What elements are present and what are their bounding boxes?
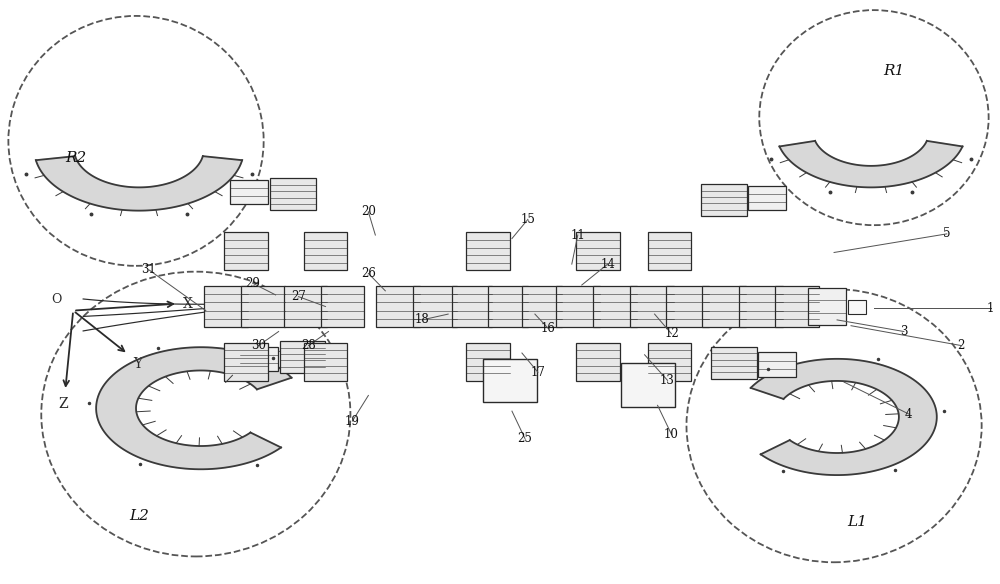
Text: 10: 10 [664, 428, 679, 441]
Text: 25: 25 [517, 432, 532, 445]
Bar [701, 184, 747, 216]
Bar [621, 363, 675, 407]
Text: 2: 2 [957, 339, 964, 352]
Text: R2: R2 [66, 151, 87, 165]
Bar [808, 288, 846, 325]
Bar [648, 343, 691, 381]
Bar [556, 286, 600, 328]
Polygon shape [779, 141, 962, 187]
Text: 20: 20 [361, 206, 376, 218]
Bar [230, 180, 268, 204]
Bar [758, 353, 796, 377]
Bar [739, 286, 783, 328]
Polygon shape [36, 156, 242, 211]
Text: L1: L1 [847, 515, 867, 529]
Bar [376, 286, 420, 328]
Text: O: O [51, 293, 61, 306]
Bar [576, 343, 620, 381]
Bar [466, 343, 510, 381]
Polygon shape [96, 347, 292, 470]
Bar [224, 343, 268, 381]
Text: 14: 14 [600, 258, 615, 270]
Text: 16: 16 [540, 322, 555, 335]
Polygon shape [751, 359, 937, 475]
Text: 11: 11 [570, 228, 585, 242]
Text: 30: 30 [251, 339, 266, 352]
Text: Y: Y [133, 357, 142, 371]
Bar [483, 359, 537, 402]
Bar [666, 286, 709, 328]
Text: R1: R1 [883, 64, 905, 78]
Text: 19: 19 [345, 415, 360, 427]
Bar [748, 186, 786, 210]
Bar [711, 347, 757, 379]
Text: 5: 5 [943, 227, 951, 241]
Bar [304, 232, 347, 270]
Bar [466, 232, 510, 270]
Bar [775, 286, 819, 328]
Text: 26: 26 [361, 267, 376, 280]
Bar [284, 286, 327, 328]
Bar [240, 347, 278, 371]
Text: 4: 4 [905, 408, 913, 420]
Text: L2: L2 [129, 509, 149, 523]
Bar [241, 286, 285, 328]
Bar [320, 286, 364, 328]
Bar [224, 232, 268, 270]
Text: 17: 17 [530, 366, 545, 378]
Text: X: X [183, 297, 193, 311]
Bar [630, 286, 674, 328]
Bar [488, 286, 528, 328]
Bar [702, 286, 746, 328]
Bar [648, 232, 691, 270]
Text: 3: 3 [900, 325, 908, 338]
Text: Z: Z [58, 397, 68, 411]
Text: 13: 13 [660, 374, 675, 387]
Bar [848, 300, 866, 314]
Bar [522, 286, 562, 328]
Bar [270, 178, 316, 210]
Bar [593, 286, 637, 328]
Bar [280, 341, 325, 373]
Bar [413, 286, 457, 328]
Bar [204, 286, 248, 328]
Text: 28: 28 [301, 339, 316, 352]
Bar [452, 286, 492, 328]
Text: 27: 27 [291, 290, 306, 303]
Bar [576, 232, 620, 270]
Text: 12: 12 [664, 328, 679, 340]
Text: 18: 18 [415, 314, 430, 326]
Bar [304, 343, 347, 381]
Text: 15: 15 [520, 213, 535, 226]
Text: 29: 29 [245, 277, 260, 290]
Text: 1: 1 [987, 302, 994, 315]
Text: 31: 31 [142, 263, 156, 276]
